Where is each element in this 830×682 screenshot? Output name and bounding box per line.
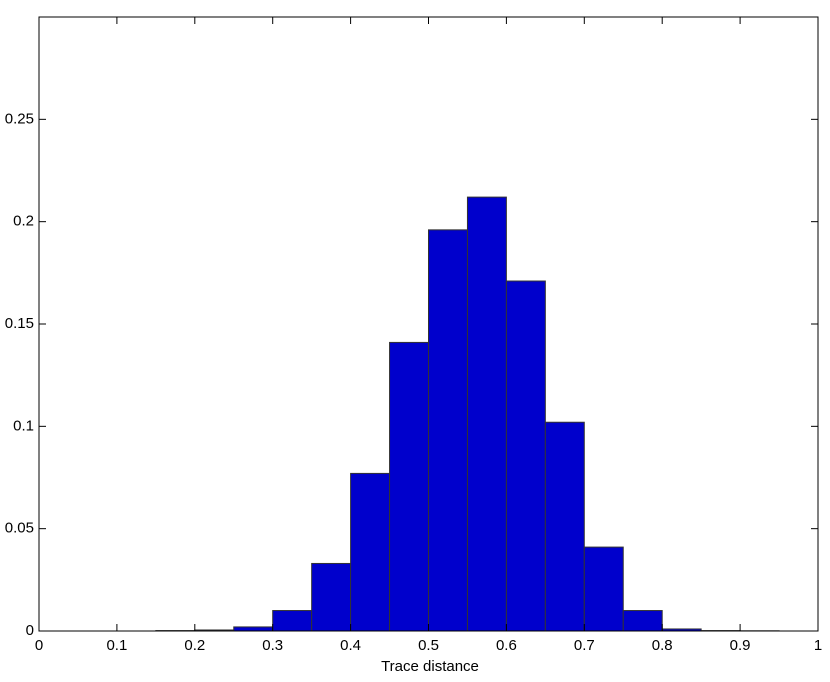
- x-axis-label: Trace distance: [381, 658, 479, 675]
- x-tick-label: 0.3: [262, 637, 283, 654]
- y-tick-label: 0.25: [5, 110, 34, 127]
- x-tick-label: 0.7: [574, 637, 595, 654]
- y-tick-label: 0.1: [13, 417, 34, 434]
- y-tick-label: 0: [26, 622, 34, 639]
- bar: [350, 472, 391, 632]
- bar: [505, 280, 546, 632]
- bar: [544, 421, 585, 632]
- x-tick-label: 0.6: [496, 637, 517, 654]
- x-tick-label: 0.8: [652, 637, 673, 654]
- x-tick-label: 1: [814, 637, 822, 654]
- y-tick-label: 0.05: [5, 520, 34, 537]
- bar: [622, 610, 663, 632]
- bar: [311, 562, 352, 632]
- x-tick-label: 0.4: [340, 637, 361, 654]
- bar: [233, 626, 274, 632]
- y-tick-label: 0.2: [13, 213, 34, 230]
- bar: [583, 546, 624, 632]
- bar: [428, 229, 468, 632]
- x-tick-label: 0.5: [418, 637, 439, 654]
- x-tick-label: 0: [35, 637, 43, 654]
- bar: [466, 196, 507, 632]
- x-tick-label: 0.1: [106, 637, 127, 654]
- x-tick-label: 0.9: [730, 637, 751, 654]
- bar: [389, 341, 429, 632]
- x-tick-label: 0.2: [184, 637, 205, 654]
- bar: [272, 610, 313, 632]
- y-tick-label: 0.15: [5, 315, 34, 332]
